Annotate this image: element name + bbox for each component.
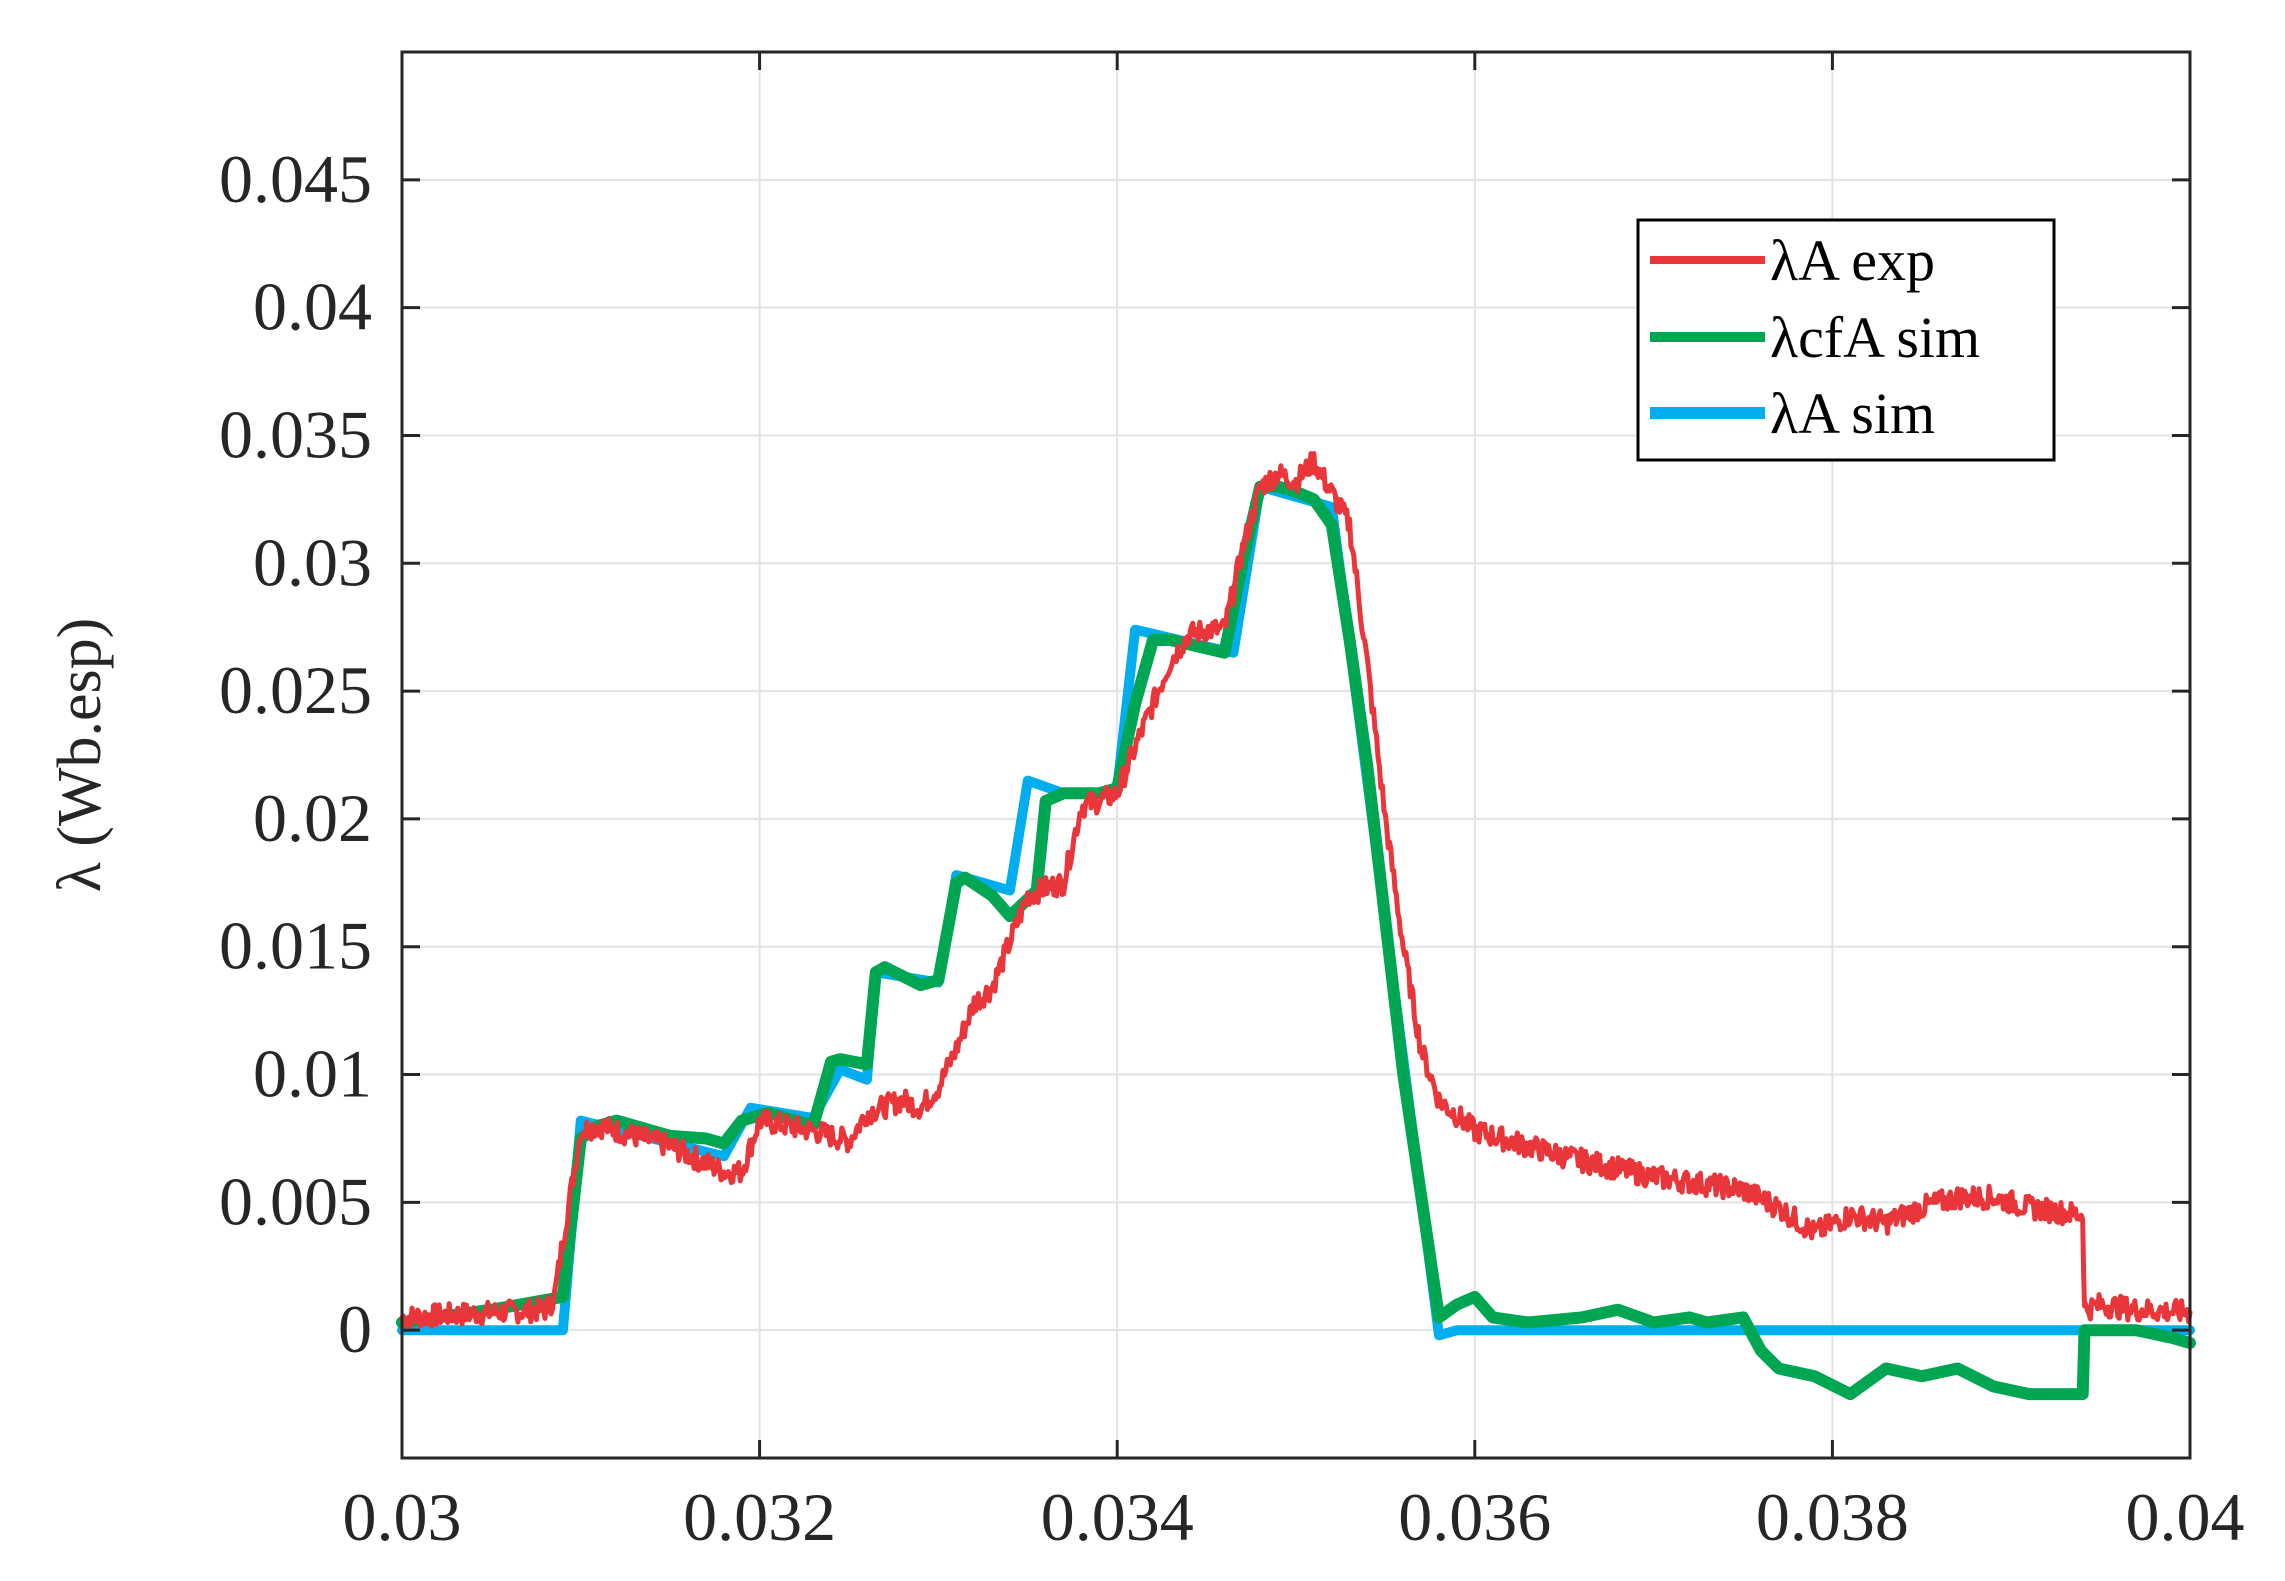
legend: λA exp λcfA sim λA sim <box>1636 218 2056 462</box>
y-axis-title: λ (Wb.esp) <box>46 618 114 893</box>
y-tick-label: 0.01 <box>253 1036 372 1112</box>
grid <box>401 52 2191 1458</box>
legend-label-la-sim: λA sim <box>1770 381 1935 446</box>
x-tick-labels: 0.03 0.032 0.034 0.036 0.038 0.04 <box>343 1479 2245 1555</box>
y-tick-label: 0.005 <box>219 1163 372 1239</box>
series-group <box>396 451 2196 1401</box>
y-tick-label: 0.04 <box>253 269 372 345</box>
y-tick-label: 0.015 <box>219 908 372 984</box>
tick-marks <box>400 52 2192 1458</box>
y-tick-label: 0.025 <box>219 652 372 728</box>
x-tick-label: 0.04 <box>2126 1479 2245 1555</box>
y-tick-label: 0 <box>338 1291 372 1367</box>
legend-label-la-exp: λA exp <box>1770 228 1935 293</box>
x-tick-label: 0.036 <box>1398 1479 1551 1555</box>
y-tick-label: 0.03 <box>253 524 372 600</box>
y-tick-labels: 0 0.005 0.01 0.015 0.02 0.025 0.03 0.035 0.04 0.0… <box>219 141 372 1367</box>
plot-frame <box>400 50 2192 1460</box>
legend-label-lcfa-sim: λcfA sim <box>1770 305 1980 370</box>
x-tick-label: 0.032 <box>683 1479 836 1555</box>
y-tick-label: 0.045 <box>219 141 372 217</box>
x-tick-label: 0.038 <box>1756 1479 1909 1555</box>
x-tick-label: 0.034 <box>1041 1479 1194 1555</box>
y-tick-label: 0.02 <box>253 780 372 856</box>
series-line-0 <box>399 451 2193 1330</box>
y-tick-label: 0.035 <box>219 396 372 472</box>
x-tick-label: 0.03 <box>343 1479 462 1555</box>
